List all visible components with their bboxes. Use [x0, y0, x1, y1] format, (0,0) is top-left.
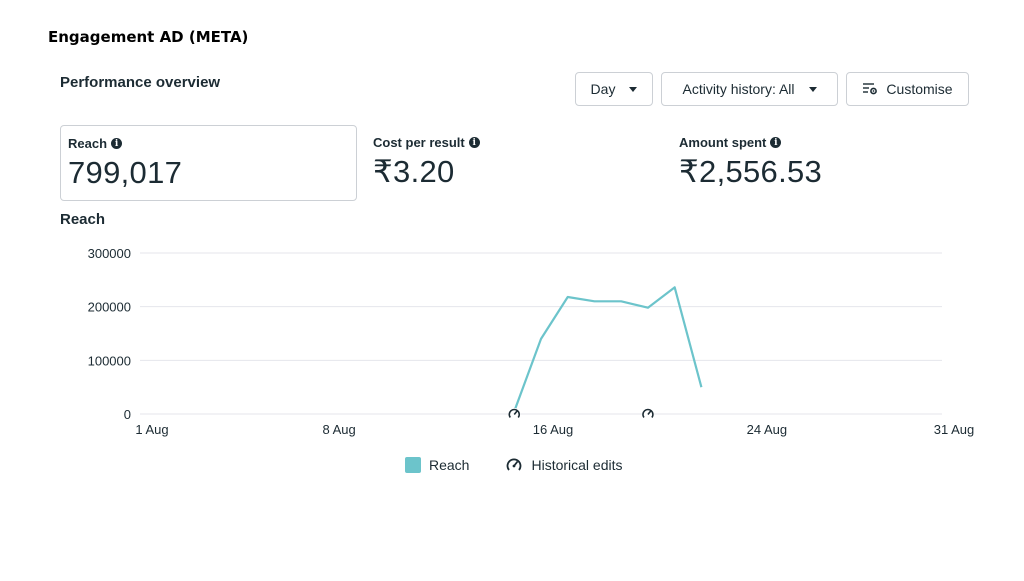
activity-history-dropdown[interactable]: Activity history: All: [661, 72, 838, 106]
x-tick-label: 16 Aug: [533, 422, 574, 437]
x-tick-label: 24 Aug: [747, 422, 788, 437]
metric-label: Reach: [68, 136, 108, 151]
cost-per-result-header: Cost per result i: [373, 135, 653, 150]
caret-down-icon: [808, 86, 817, 92]
info-icon[interactable]: i: [111, 138, 123, 149]
cost-per-result-metric[interactable]: Cost per result i ₹3.20: [373, 125, 653, 201]
amount-spent-metric[interactable]: Amount spent i ₹2,556.53: [679, 125, 959, 201]
customise-label: Customise: [886, 81, 953, 97]
y-tick-label: 300000: [88, 246, 131, 261]
y-tick-label: 100000: [88, 353, 131, 368]
metric-label: Cost per result: [373, 135, 465, 150]
chart-title: Reach: [60, 211, 106, 228]
chart-legend: Reach Historical edits: [405, 456, 623, 474]
reach-metric-header: Reach i: [68, 136, 349, 151]
reach-legend-swatch[interactable]: [405, 457, 421, 473]
page-heading: Engagement AD (META): [48, 28, 249, 46]
customise-columns-icon: [863, 83, 878, 95]
customise-button[interactable]: Customise: [846, 72, 969, 106]
chart-toolbar: Day Activity history: All Customise: [575, 72, 969, 106]
y-tick-label: 0: [124, 407, 131, 422]
reach-series-line: [513, 286, 703, 412]
metric-value: ₹2,556.53: [679, 154, 823, 189]
metric-value: ₹3.20: [373, 154, 455, 189]
historical-edit-marker[interactable]: [508, 408, 521, 420]
y-tick-label: 200000: [88, 300, 131, 315]
x-tick-label: 31 Aug: [934, 422, 975, 437]
activity-history-label: Activity history: All: [682, 81, 795, 97]
info-icon[interactable]: i: [468, 137, 480, 148]
metric-label: Amount spent: [679, 135, 767, 150]
day-dropdown-label: Day: [590, 81, 616, 97]
reach-metric-card[interactable]: Reach i 799,017: [60, 125, 357, 201]
x-tick-label: 1 Aug: [135, 422, 168, 437]
info-icon[interactable]: i: [770, 137, 782, 148]
historical-edit-marker[interactable]: [641, 408, 654, 420]
legend-label-historical-edits: Historical edits: [531, 457, 623, 473]
caret-down-icon: [629, 86, 638, 92]
legend-label-reach: Reach: [429, 457, 470, 473]
historical-edits-icon: [507, 458, 522, 471]
amount-spent-header: Amount spent i: [679, 135, 959, 150]
metric-value: 799,017: [68, 155, 183, 190]
x-tick-label: 8 Aug: [323, 422, 356, 437]
day-dropdown[interactable]: Day: [575, 72, 653, 106]
performance-overview-title: Performance overview: [60, 74, 221, 91]
